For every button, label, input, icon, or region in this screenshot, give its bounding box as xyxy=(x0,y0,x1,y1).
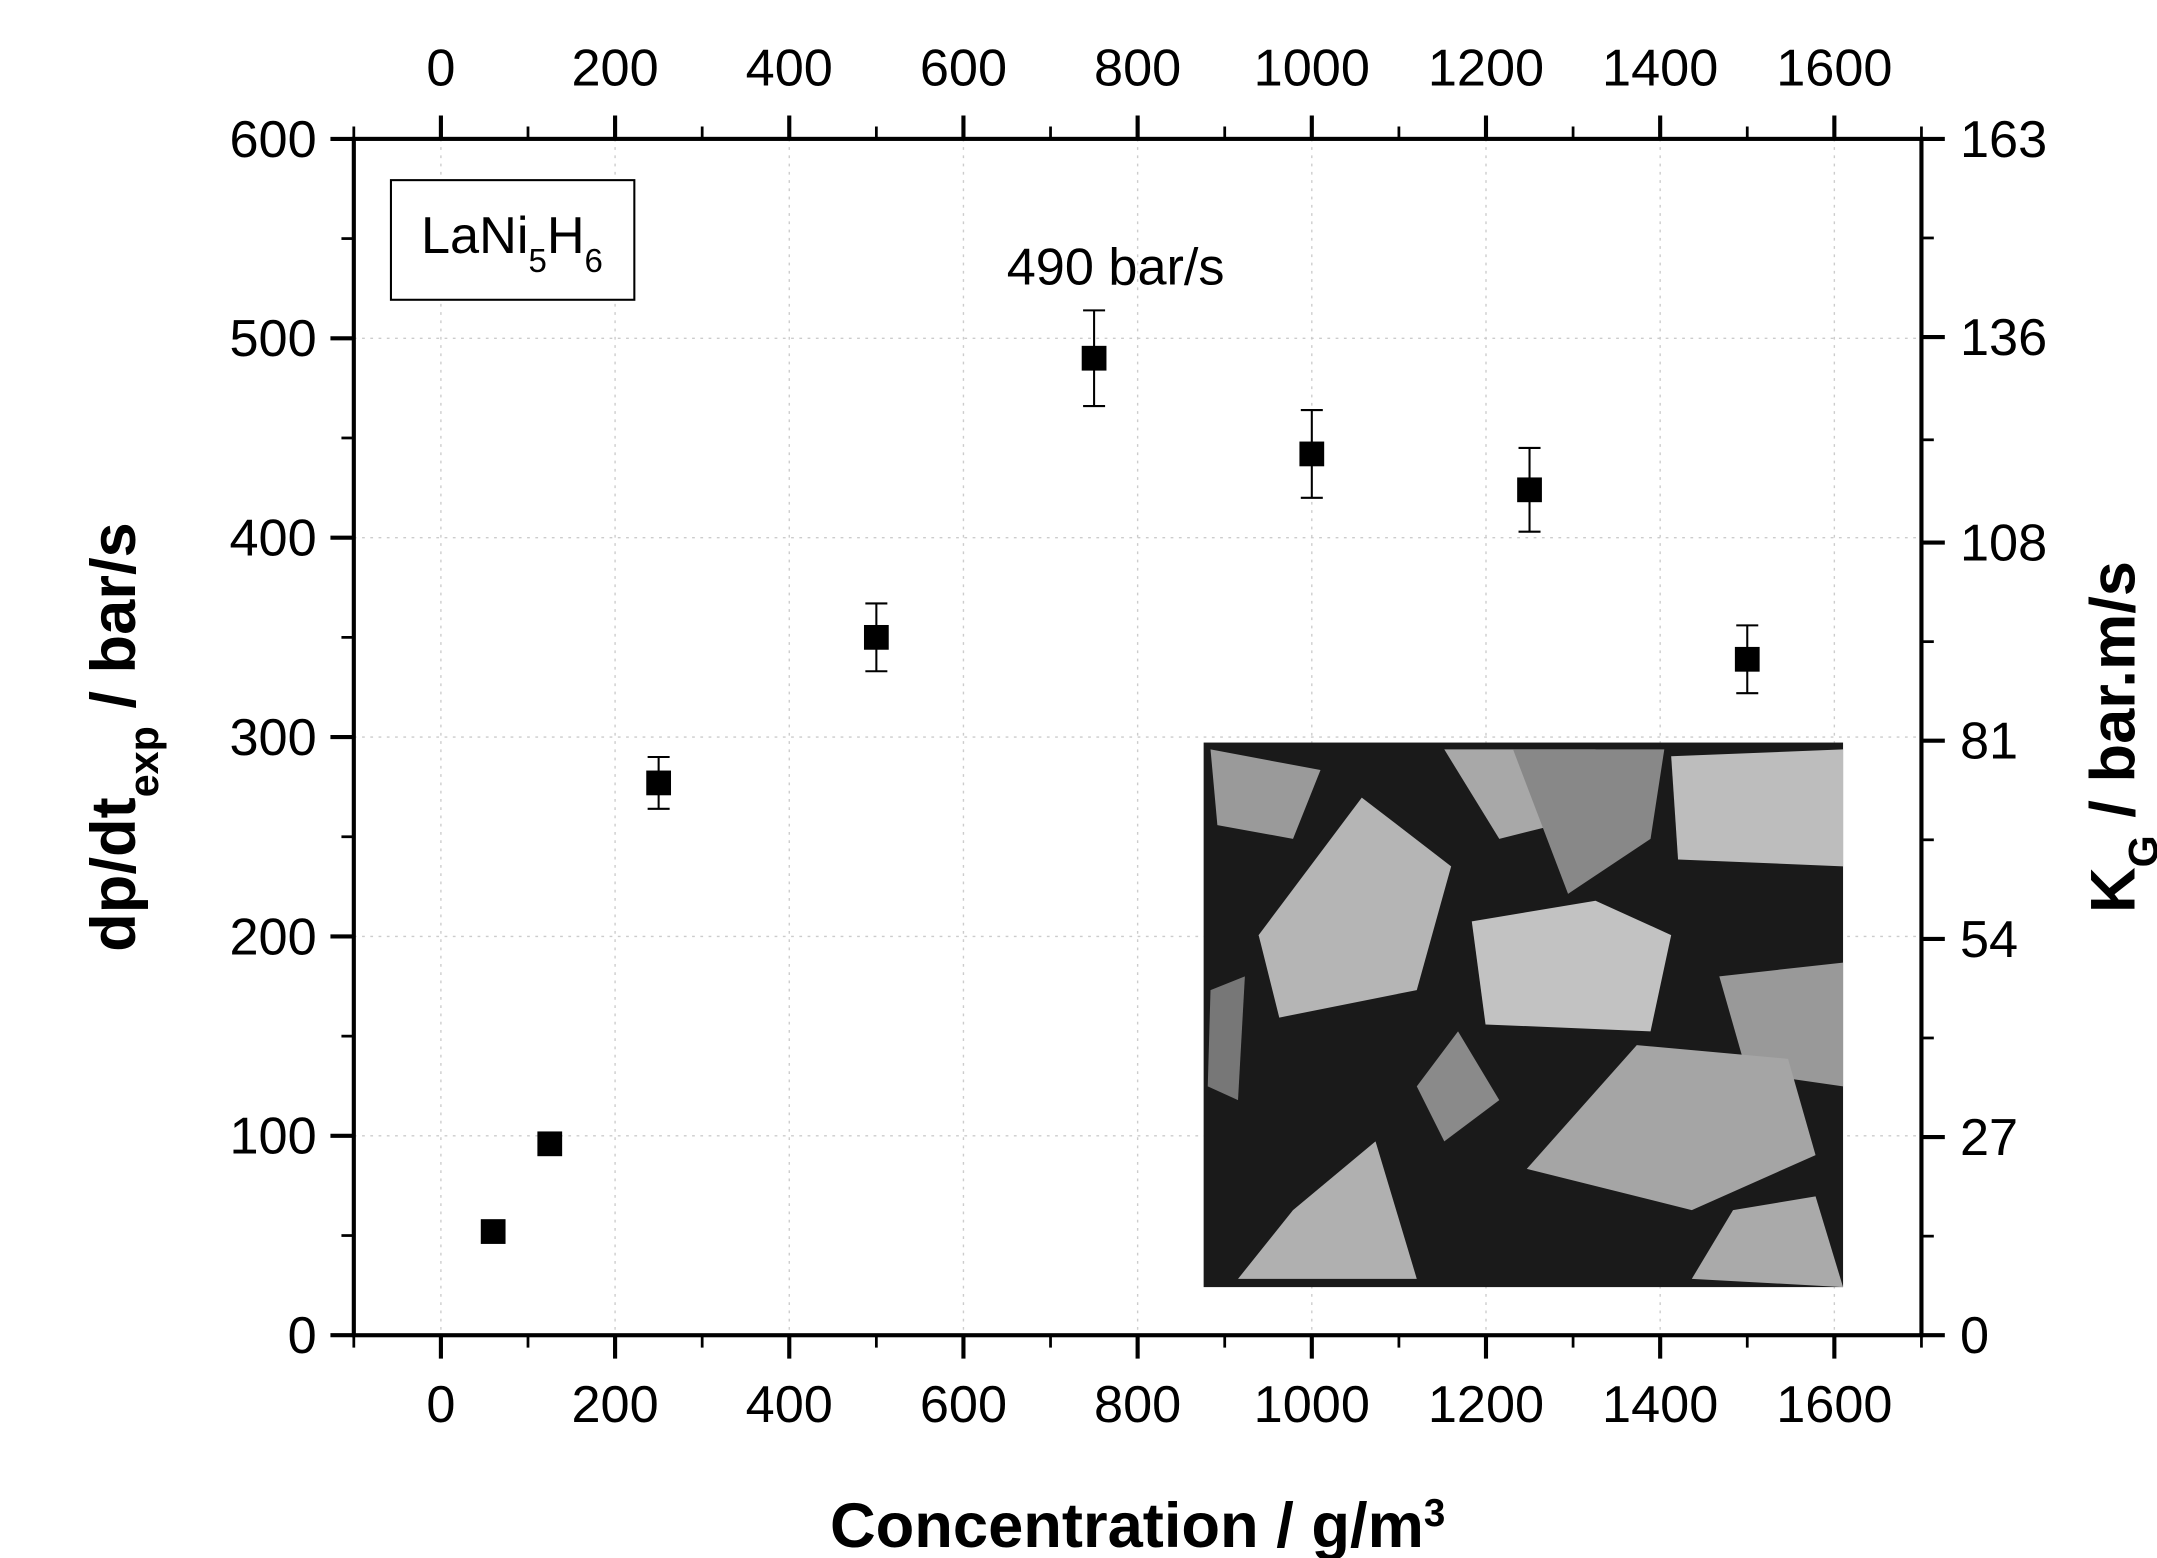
y2-tick-label: 27 xyxy=(1960,1109,2018,1167)
x-axis-label: Concentration / g/m3 xyxy=(830,1491,1445,1558)
plot-frame xyxy=(351,136,1924,1338)
point xyxy=(1299,441,1325,467)
label-part: / bar.m/s xyxy=(2079,561,2149,835)
x-tick-label: 800 xyxy=(1094,1376,1181,1434)
x-tick-label: 1200 xyxy=(1428,1376,1544,1434)
x-tick-label: 400 xyxy=(746,1376,833,1434)
x2-tick-label: 1000 xyxy=(1254,39,1370,97)
label-box-text: LaNi5H6 xyxy=(421,207,603,279)
x-tick-label: 0 xyxy=(426,1376,455,1434)
x-tick-label: 600 xyxy=(920,1376,1007,1434)
x2-tick-label: 1600 xyxy=(1776,39,1892,97)
y-tick-label: 400 xyxy=(230,510,317,568)
x-tick-label: 1600 xyxy=(1776,1376,1892,1434)
x2-tick-label: 0 xyxy=(426,39,455,97)
y2-tick-label: 163 xyxy=(1960,111,2047,169)
label-part: G xyxy=(2121,835,2157,867)
inset-photo xyxy=(1203,742,1844,1288)
y2-tick-label: 81 xyxy=(1960,713,2018,771)
label-box xyxy=(389,179,636,301)
label-part: dp/dt xyxy=(79,797,149,952)
label-part: 5 xyxy=(528,242,546,279)
y2-tick-label: 108 xyxy=(1960,514,2047,572)
y-tick-label: 300 xyxy=(230,709,317,767)
label-part: 6 xyxy=(585,242,603,279)
label-part: Concentration / g/m xyxy=(830,1491,1424,1558)
label-part: exp xyxy=(121,726,167,797)
x2-tick-label: 200 xyxy=(571,39,658,97)
x2-tick-label: 400 xyxy=(746,39,833,97)
label-part: 3 xyxy=(1424,1491,1445,1534)
y-axis-label: dp/dtexp / bar/s xyxy=(79,522,167,952)
x2-tick-label: 1400 xyxy=(1602,39,1718,97)
y2-axis-label: KG / bar.m/s xyxy=(2079,561,2157,913)
y-tick-label: 200 xyxy=(230,908,317,966)
point xyxy=(1734,646,1760,672)
x-tick-label: 1000 xyxy=(1254,1376,1370,1434)
x-tick-label: 200 xyxy=(571,1376,658,1434)
label-part: LaNi xyxy=(421,207,528,265)
point xyxy=(863,624,889,650)
point xyxy=(480,1219,506,1244)
x2-tick-label: 800 xyxy=(1094,39,1181,97)
point xyxy=(537,1131,563,1157)
y-tick-label: 0 xyxy=(288,1307,317,1365)
point xyxy=(1517,477,1542,503)
x-tick-label: 1400 xyxy=(1602,1376,1718,1434)
label-part: K xyxy=(2079,867,2149,913)
point xyxy=(1081,345,1107,371)
x2-tick-label: 600 xyxy=(920,39,1007,97)
label-part: H xyxy=(547,207,585,265)
point xyxy=(646,770,672,796)
y-tick-label: 100 xyxy=(230,1108,317,1166)
y-tick-label: 600 xyxy=(230,111,317,169)
y2-tick-label: 0 xyxy=(1960,1307,1989,1365)
y-tick-label: 500 xyxy=(230,310,317,368)
x2-tick-label: 1200 xyxy=(1428,39,1544,97)
y2-tick-label: 136 xyxy=(1960,309,2047,367)
y2-tick-label: 54 xyxy=(1960,911,2018,969)
annotation: 490 bar/s xyxy=(1007,239,1225,297)
label-part: / bar/s xyxy=(79,522,149,726)
